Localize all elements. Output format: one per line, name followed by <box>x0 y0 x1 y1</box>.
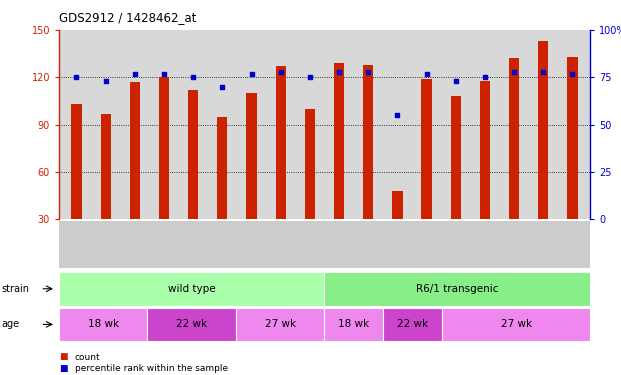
Text: count: count <box>75 352 100 362</box>
Bar <box>568 57 578 267</box>
Point <box>276 69 286 75</box>
Point <box>334 69 344 75</box>
Bar <box>71 104 81 267</box>
Bar <box>422 79 432 267</box>
Text: 18 wk: 18 wk <box>88 320 119 329</box>
Point <box>509 69 519 75</box>
Bar <box>392 191 402 267</box>
Point <box>101 78 111 84</box>
Point <box>247 70 256 76</box>
Point <box>422 70 432 76</box>
Bar <box>480 81 490 267</box>
Text: 22 wk: 22 wk <box>397 320 428 329</box>
Bar <box>334 63 344 267</box>
Bar <box>101 114 111 267</box>
Text: 18 wk: 18 wk <box>338 320 369 329</box>
Bar <box>159 77 169 267</box>
Point <box>188 74 198 80</box>
Bar <box>130 82 140 267</box>
Text: strain: strain <box>1 284 29 294</box>
Text: wild type: wild type <box>168 284 215 294</box>
Bar <box>538 41 548 267</box>
Text: 27 wk: 27 wk <box>265 320 296 329</box>
Point <box>71 74 81 80</box>
Point <box>159 70 169 76</box>
Text: GDS2912 / 1428462_at: GDS2912 / 1428462_at <box>59 11 196 24</box>
Text: 27 wk: 27 wk <box>501 320 532 329</box>
Text: ■: ■ <box>59 352 68 362</box>
Bar <box>363 65 373 267</box>
Point <box>305 74 315 80</box>
Bar <box>188 90 198 267</box>
Text: percentile rank within the sample: percentile rank within the sample <box>75 364 228 373</box>
Bar <box>276 66 286 267</box>
Point <box>392 112 402 118</box>
Bar <box>305 109 315 267</box>
Point <box>538 69 548 75</box>
Point <box>363 69 373 75</box>
Point <box>217 84 227 90</box>
Point <box>130 70 140 76</box>
Point <box>480 74 490 80</box>
Text: ■: ■ <box>59 364 68 373</box>
Bar <box>451 96 461 267</box>
Bar <box>217 117 227 267</box>
Bar <box>247 93 256 267</box>
Point <box>568 70 578 76</box>
Point <box>451 78 461 84</box>
Bar <box>509 58 519 267</box>
Text: age: age <box>1 320 19 329</box>
Text: R6/1 transgenic: R6/1 transgenic <box>416 284 499 294</box>
Text: 22 wk: 22 wk <box>176 320 207 329</box>
